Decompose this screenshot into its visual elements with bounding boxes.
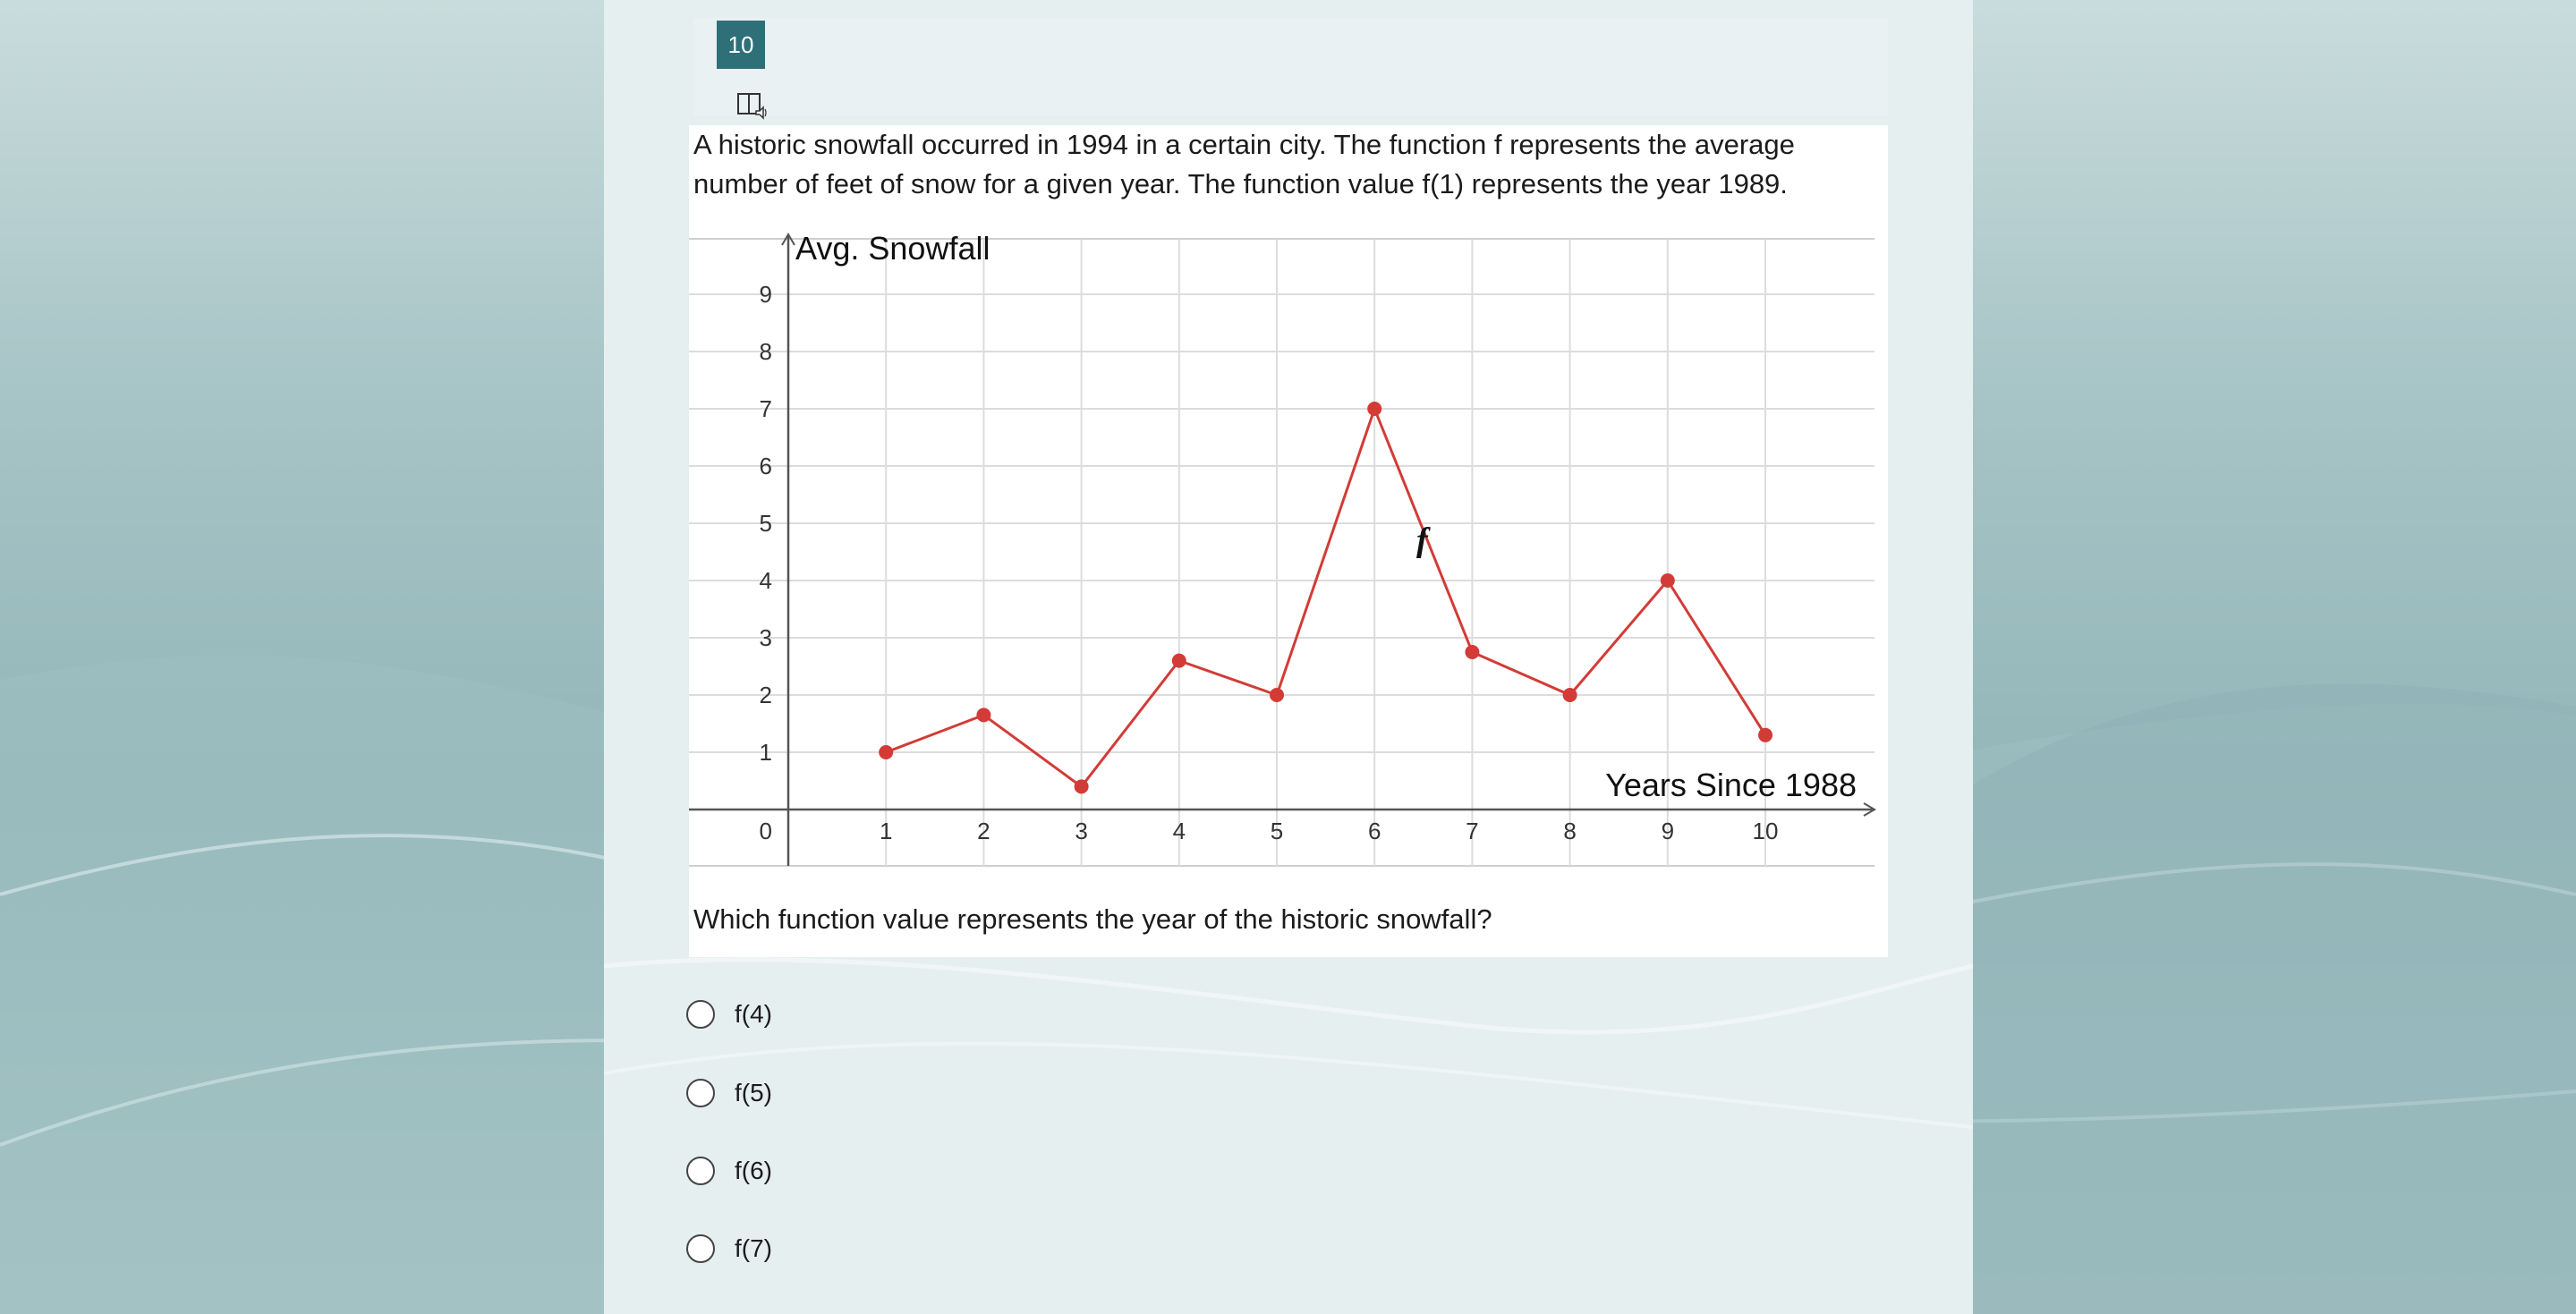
y-tick-label: 8 bbox=[760, 338, 772, 365]
data-point bbox=[1270, 688, 1284, 702]
radio-button[interactable] bbox=[686, 1157, 715, 1185]
data-point bbox=[1465, 645, 1480, 659]
x-tick-label: 10 bbox=[1753, 818, 1779, 844]
radio-button[interactable] bbox=[686, 1079, 715, 1107]
data-point bbox=[1367, 402, 1382, 416]
origin-label: 0 bbox=[760, 818, 772, 844]
x-tick-label: 1 bbox=[880, 818, 892, 844]
x-tick-label: 2 bbox=[977, 818, 990, 844]
answer-choice-4[interactable]: f(7) bbox=[686, 1229, 772, 1268]
snowfall-line-graph: 1 2 3 4 5 6 7 8 9 10 1 2 3 4 5 6 7 8 9 0 Avg. Snowfall Years … bbox=[689, 230, 1876, 867]
y-tick-label: 7 bbox=[760, 395, 772, 422]
x-tick-label: 8 bbox=[1563, 818, 1576, 844]
question-number-badge: 10 bbox=[717, 21, 765, 69]
series-line-f bbox=[885, 404, 1767, 789]
question-header bbox=[693, 18, 1888, 116]
function-label-f: f bbox=[1416, 521, 1431, 559]
data-point bbox=[1562, 688, 1577, 702]
choice-label: f(5) bbox=[735, 1079, 772, 1106]
question-prompt: Which function value represents the year… bbox=[693, 903, 1492, 935]
x-axis-title: Years Since 1988 bbox=[1605, 767, 1857, 803]
radio-button[interactable] bbox=[686, 1234, 715, 1263]
text-to-speech-icon[interactable] bbox=[736, 91, 767, 120]
y-tick-label: 2 bbox=[760, 682, 772, 708]
y-tick-label: 4 bbox=[760, 567, 772, 594]
question-stem: A historic snowfall occurred in 1994 in … bbox=[693, 129, 1795, 199]
x-tick-label: 4 bbox=[1173, 818, 1186, 844]
question-card bbox=[689, 125, 1888, 957]
panel-background-waves bbox=[604, 957, 1973, 1129]
question-panel: 10 A historic snowfall occurred in 1994 … bbox=[604, 0, 1973, 1314]
y-tick-label: 5 bbox=[760, 510, 772, 537]
y-tick-label: 1 bbox=[760, 739, 772, 766]
y-tick-label: 9 bbox=[760, 281, 772, 308]
data-point bbox=[1074, 779, 1089, 794]
choice-label: f(6) bbox=[735, 1157, 772, 1184]
answer-choice-2[interactable]: f(5) bbox=[686, 1073, 772, 1113]
x-tick-label: 6 bbox=[1368, 818, 1381, 844]
answer-choice-3[interactable]: f(6) bbox=[686, 1151, 772, 1191]
data-point bbox=[1660, 573, 1675, 588]
x-axis-arrow bbox=[1863, 802, 1876, 817]
choice-label: f(4) bbox=[735, 1000, 772, 1028]
data-point bbox=[1758, 727, 1773, 742]
x-tick-label: 5 bbox=[1271, 818, 1283, 844]
radio-button[interactable] bbox=[686, 1000, 715, 1029]
x-tick-label: 9 bbox=[1662, 818, 1674, 844]
y-tick-label: 3 bbox=[760, 624, 772, 651]
x-tick-label: 7 bbox=[1466, 818, 1478, 844]
data-point bbox=[1171, 653, 1186, 668]
data-point bbox=[976, 708, 991, 723]
y-axis-arrow bbox=[781, 233, 795, 246]
choice-label: f(7) bbox=[735, 1234, 772, 1262]
answer-choice-1[interactable]: f(4) bbox=[686, 995, 772, 1034]
y-tick-label: 6 bbox=[760, 453, 772, 479]
data-point bbox=[879, 745, 894, 759]
y-axis-title: Avg. Snowfall bbox=[795, 230, 990, 267]
x-tick-label: 3 bbox=[1075, 818, 1087, 844]
